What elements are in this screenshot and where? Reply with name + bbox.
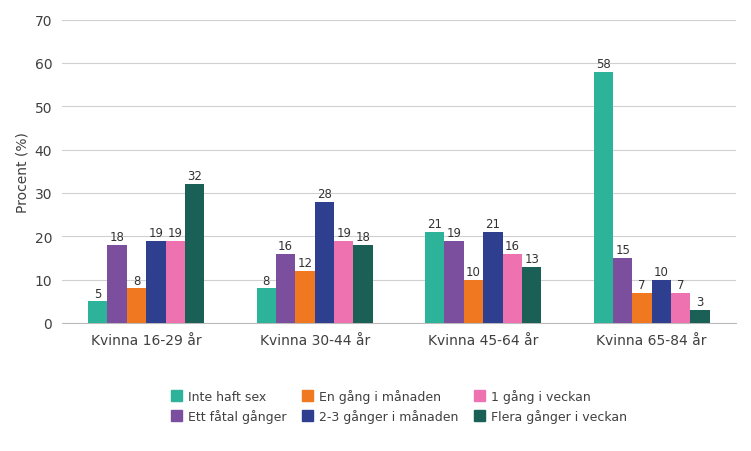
Legend: Inte haft sex, Ett fåtal gånger, En gång i månaden, 2-3 gånger i månaden, 1 gång: Inte haft sex, Ett fåtal gånger, En gång…	[166, 384, 632, 428]
Text: 28: 28	[317, 188, 332, 200]
Text: 19: 19	[336, 226, 351, 239]
Text: 21: 21	[485, 218, 500, 230]
Bar	[593, 72, 613, 323]
Bar	[671, 293, 690, 323]
Bar	[425, 232, 445, 323]
Bar	[315, 202, 334, 323]
Bar	[354, 245, 372, 323]
Bar	[613, 258, 632, 323]
Text: 19: 19	[167, 226, 182, 239]
Bar	[107, 245, 127, 323]
Bar	[165, 241, 185, 323]
Y-axis label: Procent (%): Procent (%)	[15, 132, 29, 212]
Bar	[88, 302, 107, 323]
Bar	[185, 185, 204, 323]
Text: 58: 58	[596, 58, 611, 71]
Text: 7: 7	[638, 278, 646, 291]
Text: 12: 12	[297, 257, 312, 270]
Text: 8: 8	[263, 274, 270, 287]
Text: 32: 32	[187, 170, 202, 183]
Bar	[632, 293, 652, 323]
Text: 18: 18	[356, 230, 370, 244]
Bar	[502, 254, 522, 323]
Bar	[127, 289, 146, 323]
Text: 16: 16	[505, 239, 520, 252]
Bar	[445, 241, 464, 323]
Text: 5: 5	[94, 287, 101, 300]
Text: 7: 7	[677, 278, 685, 291]
Bar	[334, 241, 354, 323]
Bar	[522, 267, 541, 323]
Text: 16: 16	[278, 239, 293, 252]
Text: 8: 8	[133, 274, 140, 287]
Text: 10: 10	[466, 265, 481, 278]
Text: 10: 10	[654, 265, 669, 278]
Text: 21: 21	[427, 218, 442, 230]
Bar	[464, 280, 483, 323]
Bar	[146, 241, 165, 323]
Bar	[483, 232, 502, 323]
Text: 3: 3	[696, 295, 704, 308]
Bar	[652, 280, 671, 323]
Text: 15: 15	[615, 244, 630, 257]
Bar	[295, 272, 315, 323]
Text: 13: 13	[524, 252, 539, 265]
Text: 19: 19	[149, 226, 164, 239]
Bar	[257, 289, 276, 323]
Text: 19: 19	[447, 226, 462, 239]
Text: 18: 18	[110, 230, 125, 244]
Bar	[690, 310, 710, 323]
Bar	[276, 254, 295, 323]
